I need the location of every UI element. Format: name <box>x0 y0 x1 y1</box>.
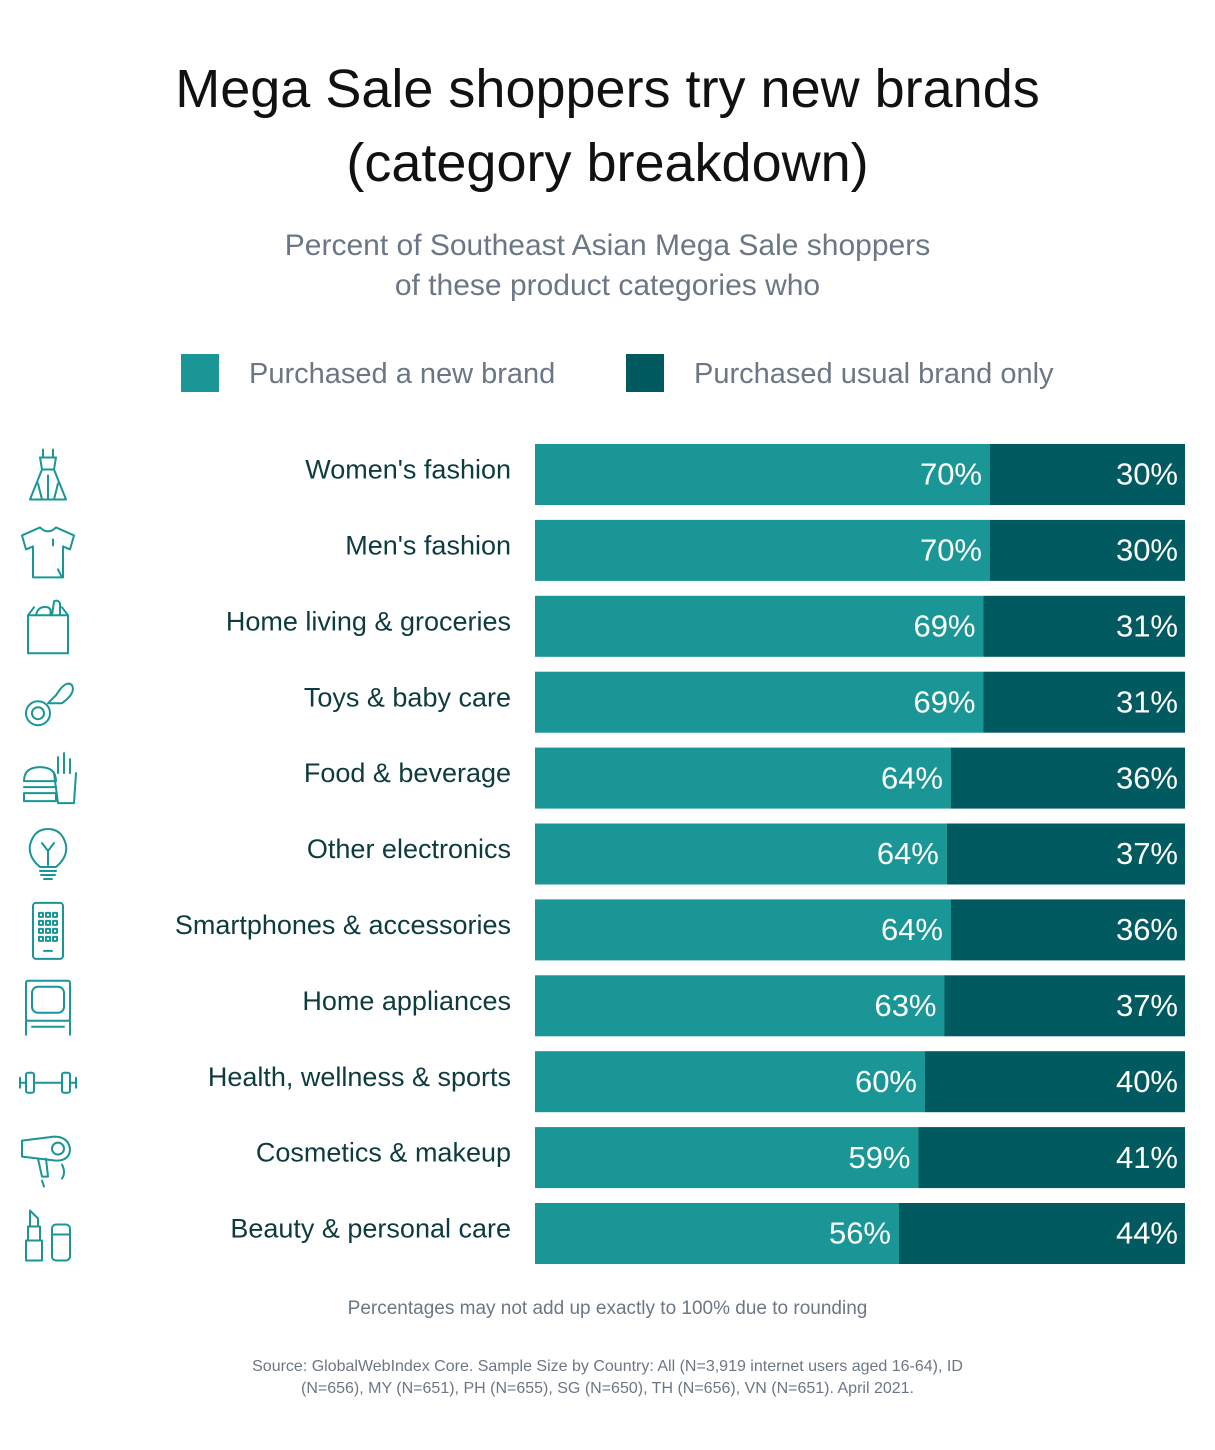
category-label: Smartphones & accessories <box>175 910 511 940</box>
hairdryer-icon <box>21 1135 71 1188</box>
bar-segment-new-brand <box>535 1127 919 1189</box>
bar-segment-usual-brand <box>918 1127 1185 1189</box>
data-label-usual-brand: 31% <box>1116 608 1178 643</box>
bar-row: Health, wellness & sports 60% 40% <box>19 1051 1185 1113</box>
lipstick-icon <box>25 1209 71 1262</box>
bar-row: Food & beverage 64% 36% <box>23 747 1185 809</box>
category-label: Food & beverage <box>304 758 511 788</box>
data-label-usual-brand: 37% <box>1116 988 1178 1023</box>
data-label-new-brand: 70% <box>920 533 982 568</box>
stacked-bar-chart: Women's fashion 70% 30% Men's fashion 70% 30%… <box>19 444 1185 1264</box>
category-label: Home living & groceries <box>226 606 511 636</box>
legend-swatch-usual-brand <box>626 354 664 392</box>
bar-segment-new-brand <box>535 1203 899 1264</box>
bar-segment-new-brand <box>535 444 990 505</box>
bar-segment-usual-brand <box>925 1051 1185 1113</box>
dress-icon <box>29 448 67 501</box>
bar-row: Home appliances 63% 37% <box>25 975 1185 1037</box>
legend-label-usual-brand: Purchased usual brand only <box>694 358 1054 390</box>
data-label-new-brand: 64% <box>881 760 943 795</box>
bar-segment-usual-brand <box>983 671 1185 733</box>
data-label-new-brand: 70% <box>920 457 982 492</box>
bar-segment-usual-brand <box>990 519 1185 581</box>
burger-fries-icon <box>23 752 77 805</box>
category-label: Toys & baby care <box>304 682 511 712</box>
data-label-usual-brand: 31% <box>1116 684 1178 719</box>
source-line-1: Source: GlobalWebIndex Core. Sample Size… <box>252 1358 963 1375</box>
data-label-new-brand: 64% <box>881 912 943 947</box>
lightbulb-icon <box>28 828 68 880</box>
bar-row: Beauty & personal care 56% 44% <box>25 1203 1185 1264</box>
chart-subtitle-line-1: Percent of Southeast Asian Mega Sale sho… <box>284 229 931 262</box>
chart-title: Mega Sale shoppers try new brands (categ… <box>0 52 1215 200</box>
bar-segment-usual-brand <box>946 823 1185 885</box>
data-label-usual-brand: 44% <box>1116 1216 1178 1251</box>
category-label: Other electronics <box>307 834 511 864</box>
tshirt-icon <box>21 526 75 579</box>
bar-segment-usual-brand <box>899 1203 1185 1264</box>
bar-segment-usual-brand <box>944 975 1185 1037</box>
bar-segment-new-brand <box>535 595 984 657</box>
chart-subtitle: Percent of Southeast Asian Mega Sale sho… <box>0 226 1215 306</box>
data-label-usual-brand: 36% <box>1116 760 1178 795</box>
bar-row: Women's fashion 70% 30% <box>29 444 1185 505</box>
bar-segment-new-brand <box>535 747 951 809</box>
data-label-new-brand: 60% <box>855 1064 917 1099</box>
bar-row: Men's fashion 70% 30% <box>21 519 1185 581</box>
bar-segment-new-brand <box>535 823 947 885</box>
data-label-usual-brand: 36% <box>1116 912 1178 947</box>
chart-subtitle-line-2: of these product categories who <box>394 269 821 302</box>
category-label: Men's fashion <box>345 531 511 561</box>
category-label: Cosmetics & makeup <box>256 1138 511 1168</box>
data-label-usual-brand: 37% <box>1116 836 1178 871</box>
bar-segment-usual-brand <box>990 444 1185 505</box>
bar-segment-new-brand <box>535 975 945 1037</box>
data-label-usual-brand: 30% <box>1116 533 1178 568</box>
rounding-note: Percentages may not add up exactly to 10… <box>347 1298 868 1319</box>
bar-row: Home living & groceries 69% 31% <box>27 595 1185 657</box>
data-label-new-brand: 63% <box>874 988 936 1023</box>
data-label-usual-brand: 30% <box>1116 457 1178 492</box>
bar-segment-new-brand <box>535 671 984 733</box>
chart-title-line-2: (category breakdown) <box>346 133 869 193</box>
bar-segment-usual-brand <box>951 747 1185 809</box>
bar-segment-usual-brand <box>983 595 1185 657</box>
data-label-new-brand: 59% <box>848 1140 910 1175</box>
data-label-usual-brand: 41% <box>1116 1140 1178 1175</box>
data-label-new-brand: 69% <box>913 684 975 719</box>
data-label-new-brand: 56% <box>829 1216 891 1251</box>
data-label-usual-brand: 40% <box>1116 1064 1178 1099</box>
category-label: Women's fashion <box>305 455 511 485</box>
tv-icon <box>25 979 71 1036</box>
bar-segment-new-brand <box>535 899 951 961</box>
chart-legend: Purchased a new brand Purchased usual br… <box>0 354 1215 394</box>
bar-row: Other electronics 64% 37% <box>28 823 1185 885</box>
dumbbell-icon <box>19 1071 77 1094</box>
bar-segment-usual-brand <box>951 899 1185 961</box>
grocery-bag-icon <box>27 599 69 655</box>
smartphone-icon <box>32 901 64 960</box>
chart-title-line-1: Mega Sale shoppers try new brands <box>175 59 1040 119</box>
bar-segment-new-brand <box>535 519 990 581</box>
category-label: Home appliances <box>302 986 511 1016</box>
data-label-new-brand: 69% <box>913 608 975 643</box>
bar-segment-new-brand <box>535 1051 925 1113</box>
category-label: Health, wellness & sports <box>208 1062 511 1092</box>
legend-label-new-brand: Purchased a new brand <box>249 358 556 390</box>
data-label-new-brand: 64% <box>877 836 939 871</box>
pacifier-icon <box>25 682 74 727</box>
bar-row: Toys & baby care 69% 31% <box>25 671 1185 733</box>
bar-row: Cosmetics & makeup 59% 41% <box>21 1127 1185 1189</box>
source-footnote: Source: GlobalWebIndex Core. Sample Size… <box>200 1356 1015 1400</box>
legend-swatch-new-brand <box>181 354 219 392</box>
category-label: Beauty & personal care <box>230 1214 511 1244</box>
bar-row: Smartphones & accessories 64% 36% <box>32 899 1185 961</box>
source-line-2: (N=656), MY (N=651), PH (N=655), SG (N=6… <box>301 1380 914 1397</box>
